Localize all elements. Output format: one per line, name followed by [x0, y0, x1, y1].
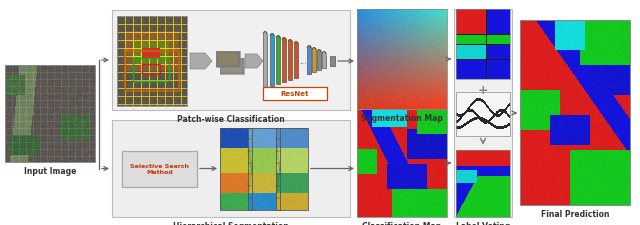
Bar: [112, 120, 350, 217]
Bar: [357, 110, 447, 217]
Text: Patch-wise Classification: Patch-wise Classification: [177, 115, 285, 124]
Bar: [263, 35, 267, 89]
Text: Final Prediction: Final Prediction: [541, 209, 609, 218]
Bar: [133, 59, 169, 82]
Bar: [122, 151, 197, 187]
Bar: [357, 10, 447, 110]
Bar: [456, 10, 510, 80]
Bar: [270, 37, 274, 87]
Bar: [282, 41, 286, 83]
Bar: [317, 53, 321, 71]
Bar: [263, 88, 327, 101]
Bar: [330, 57, 335, 67]
Bar: [117, 17, 187, 106]
Bar: [520, 21, 630, 205]
Bar: [276, 128, 308, 209]
Text: ...: ...: [299, 57, 307, 66]
Text: Classification Map: Classification Map: [362, 221, 442, 225]
Bar: [216, 52, 240, 68]
Bar: [456, 93, 510, 136]
Bar: [112, 11, 350, 110]
Bar: [220, 59, 244, 75]
Text: Segmentation Map: Segmentation Map: [361, 113, 443, 122]
Bar: [248, 128, 280, 209]
Text: Input Image: Input Image: [24, 166, 76, 175]
Bar: [294, 45, 298, 79]
Text: +: +: [477, 83, 488, 96]
Bar: [5, 66, 95, 162]
Bar: [220, 128, 252, 209]
Bar: [288, 43, 292, 81]
Text: Hierarchical Segmentation: Hierarchical Segmentation: [173, 221, 289, 225]
Polygon shape: [245, 55, 263, 69]
Bar: [276, 39, 280, 85]
Text: Selective Search
Method: Selective Search Method: [131, 163, 189, 174]
Bar: [456, 150, 510, 217]
Text: ResNet: ResNet: [281, 91, 309, 97]
Bar: [454, 10, 512, 217]
Polygon shape: [190, 54, 212, 70]
Bar: [312, 51, 316, 73]
Text: Label Voting: Label Voting: [456, 221, 510, 225]
Bar: [322, 55, 326, 69]
Bar: [125, 52, 179, 92]
Bar: [307, 49, 311, 75]
Bar: [142, 65, 160, 75]
